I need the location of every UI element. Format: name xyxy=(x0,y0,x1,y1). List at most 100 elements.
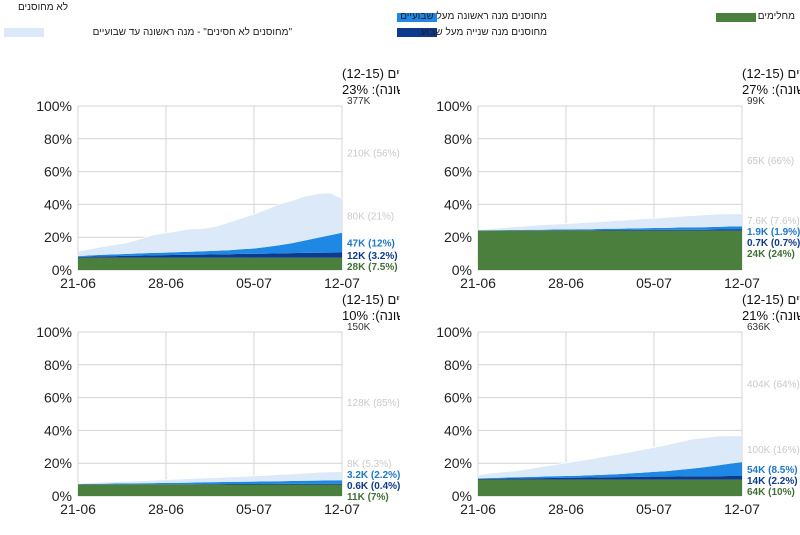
y-tick-label: 0% xyxy=(452,488,472,504)
chart-subtitle: אחוז המחוסנים (לפחות שבועיים ממנה ראשונה… xyxy=(742,82,800,97)
stack-top-line xyxy=(477,213,743,230)
y-tick-label: 100% xyxy=(36,98,72,114)
legend-swatch-not-immune xyxy=(4,28,44,37)
value-label: 210K (56%) xyxy=(347,148,400,159)
value-label: 100K (16%) xyxy=(747,445,800,456)
chart-arab: ערבי - ילדים (12-15)אחוז המחוסנים (לפחות… xyxy=(36,292,400,517)
y-tick-label: 40% xyxy=(444,196,472,212)
value-label: 0.6K (0.4%) xyxy=(347,481,400,492)
legend-swatch-recovered xyxy=(716,13,756,22)
total-label: 636K xyxy=(747,322,771,333)
x-tick-label: 05-07 xyxy=(236,275,272,291)
value-label: 8K (5.3%) xyxy=(347,459,391,470)
y-tick-label: 20% xyxy=(444,229,472,245)
legend-label-dose2: מחוסנים מנה שנייה מעל שבוע xyxy=(420,27,547,38)
value-label: 7.6K (7.6%) xyxy=(747,216,800,227)
area-recovered xyxy=(78,257,342,270)
value-label: 54K (8.5%) xyxy=(747,465,798,476)
y-tick-label: 20% xyxy=(44,455,72,471)
stack-top-line xyxy=(77,471,343,484)
stack-top-line xyxy=(477,435,742,476)
x-tick-label: 12-07 xyxy=(324,501,360,517)
y-tick-label: 80% xyxy=(44,357,72,373)
chart-title: כללי - ילדים (12-15) xyxy=(342,66,400,81)
area-not-immune xyxy=(478,213,742,231)
x-tick-label: 28-06 xyxy=(148,501,184,517)
y-tick-label: 0% xyxy=(52,262,72,278)
value-label: 80K (21%) xyxy=(347,212,394,223)
total-label: 150K xyxy=(347,322,371,333)
area-dose2 xyxy=(478,476,742,480)
value-label: 65K (66%) xyxy=(747,156,794,167)
x-tick-label: 28-06 xyxy=(548,501,584,517)
y-tick-label: 100% xyxy=(36,324,72,340)
y-tick-label: 40% xyxy=(44,196,72,212)
y-tick-label: 40% xyxy=(44,422,72,438)
x-tick-label: 21-06 xyxy=(460,275,496,291)
value-label: 28K (7.5%) xyxy=(347,262,398,273)
legend-swatch-unvaccinated xyxy=(755,4,795,13)
x-tick-label: 12-07 xyxy=(724,275,760,291)
x-tick-label: 21-06 xyxy=(60,501,96,517)
chart-national: ארצי (כולל חסרי שיוך) - ילדים (12-15)אחו… xyxy=(436,292,800,517)
x-tick-label: 05-07 xyxy=(636,501,672,517)
y-tick-label: 80% xyxy=(444,131,472,147)
chart-title: ערבי - ילדים (12-15) xyxy=(342,292,400,307)
area-dose1 xyxy=(478,462,742,479)
area-dose1 xyxy=(78,480,342,485)
stack-top-line xyxy=(77,192,343,252)
legend-label-unvaccinated: לא מחוסנים xyxy=(17,2,68,13)
value-label: 404K (64%) xyxy=(747,379,800,390)
y-tick-label: 0% xyxy=(52,488,72,504)
value-label: 12K (3.2%) xyxy=(347,251,398,262)
value-label: 3.2K (2.2%) xyxy=(347,470,400,481)
y-tick-label: 60% xyxy=(44,390,72,406)
legend-swatch-dose1 xyxy=(397,13,437,22)
y-tick-label: 100% xyxy=(436,98,472,114)
x-tick-label: 05-07 xyxy=(236,501,272,517)
legend-label-dose1: מחוסנים מנה ראשונה מעל שבועיים xyxy=(400,11,547,22)
x-tick-label: 21-06 xyxy=(60,275,96,291)
y-tick-label: 80% xyxy=(444,357,472,373)
area-dose2 xyxy=(478,229,742,231)
area-dose2 xyxy=(78,252,342,258)
chart-subtitle: אחוז המחוסנים (לפחות שבועיים ממנה ראשונה… xyxy=(342,308,400,323)
chart-title: ארצי (כולל חסרי שיוך) - ילדים (12-15) xyxy=(742,292,800,307)
chart-general: כללי - ילדים (12-15)אחוז המחוסנים (לפחות… xyxy=(36,66,400,291)
y-tick-label: 0% xyxy=(452,262,472,278)
x-tick-label: 12-07 xyxy=(324,275,360,291)
value-label: 47K (12%) xyxy=(347,239,395,250)
chart-subtitle: אחוז המחוסנים (לפחות שבועיים ממנה ראשונה… xyxy=(742,308,800,323)
value-label: 128K (85%) xyxy=(347,398,400,409)
area-recovered xyxy=(478,479,742,496)
area-not-immune xyxy=(478,435,742,479)
area-dose1 xyxy=(478,226,742,231)
x-tick-label: 28-06 xyxy=(548,275,584,291)
total-label: 99K xyxy=(747,96,765,107)
value-label: 64K (10%) xyxy=(747,487,795,498)
value-label: 11K (7%) xyxy=(347,492,389,503)
total-label: 377K xyxy=(347,96,371,107)
value-label: 1.9K (1.9%) xyxy=(747,227,800,238)
y-tick-label: 20% xyxy=(444,455,472,471)
x-tick-label: 28-06 xyxy=(148,275,184,291)
y-tick-label: 20% xyxy=(44,229,72,245)
value-label: 24K (24%) xyxy=(747,249,795,260)
x-tick-label: 12-07 xyxy=(724,501,760,517)
chart-title: חרדי - ילדים (12-15) xyxy=(742,66,800,81)
legend-swatch-dose2 xyxy=(397,28,437,37)
area-dose2 xyxy=(78,483,342,485)
legend-label-not-immune: "מחוסנים לא חסינים" - מנה ראשונה עד שבוע… xyxy=(92,27,292,38)
x-tick-label: 21-06 xyxy=(460,501,496,517)
chart-legend: לא מחוסנים "מחוסנים לא חסינים" - מנה ראש… xyxy=(0,0,800,44)
value-label: 0.7K (0.7%) xyxy=(747,238,800,249)
value-label: 14K (2.2%) xyxy=(747,476,798,487)
y-tick-label: 60% xyxy=(444,164,472,180)
area-not-immune xyxy=(78,192,342,257)
y-tick-label: 40% xyxy=(444,422,472,438)
area-recovered xyxy=(78,484,342,496)
y-tick-label: 60% xyxy=(444,390,472,406)
y-tick-label: 100% xyxy=(436,324,472,340)
legend-label-recovered: מחלימים xyxy=(757,11,795,22)
x-tick-label: 05-07 xyxy=(636,275,672,291)
